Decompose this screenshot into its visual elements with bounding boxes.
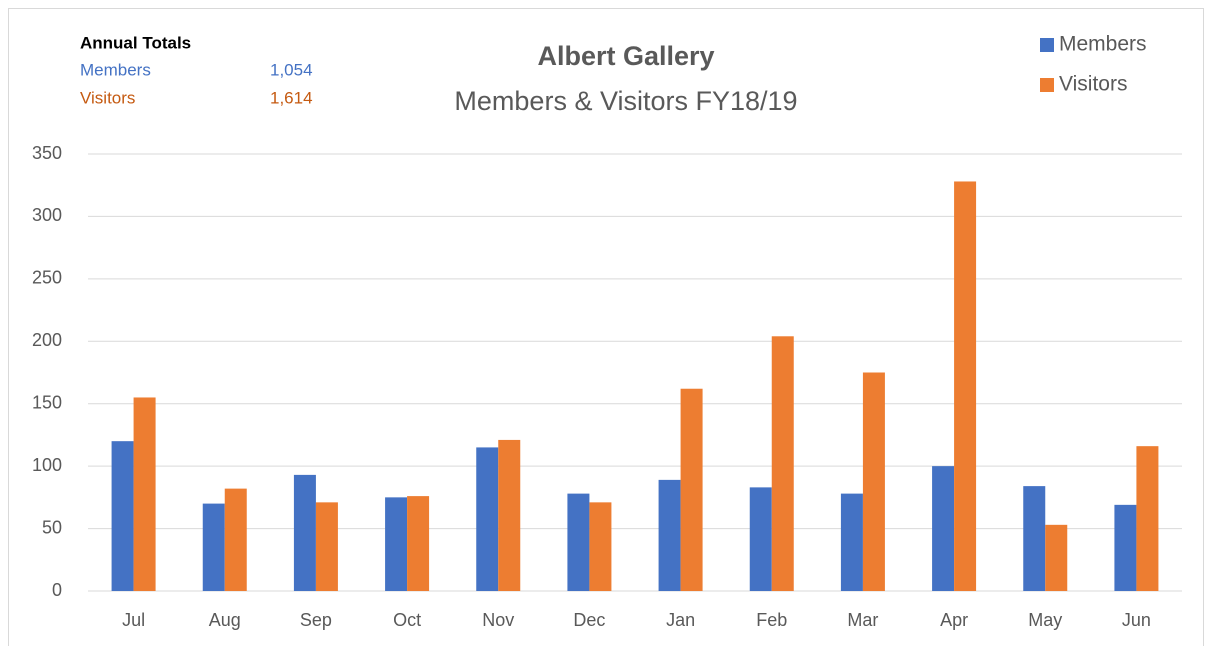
bar [1114, 504, 1137, 591]
x-tick-label: Mar [847, 610, 878, 630]
x-tick-label: Jun [1122, 610, 1151, 630]
bar [385, 497, 408, 591]
x-tick-label: Dec [573, 610, 605, 630]
totals-title: Annual Totals [80, 33, 191, 52]
totals-label: Visitors [80, 88, 135, 107]
bar [476, 447, 499, 591]
bar [293, 474, 316, 591]
x-tick-label: Jul [122, 610, 145, 630]
totals-label: Members [80, 60, 151, 79]
y-tick-label: 100 [32, 455, 62, 475]
y-tick-label: 150 [32, 392, 62, 412]
bar [1136, 446, 1159, 591]
y-tick-label: 50 [42, 517, 62, 537]
bar [133, 397, 156, 591]
bar [1023, 486, 1046, 591]
x-tick-label: Nov [482, 610, 514, 630]
totals-value: 1,614 [270, 88, 313, 107]
bar [1045, 524, 1068, 591]
bar [862, 372, 885, 591]
x-tick-label: Sep [300, 610, 332, 630]
x-tick-label: Apr [940, 610, 968, 630]
bar [840, 493, 863, 591]
x-tick-label: Jan [666, 610, 695, 630]
x-tick-label: May [1028, 610, 1062, 630]
bar [658, 479, 681, 591]
bar [202, 503, 225, 591]
y-tick-label: 300 [32, 205, 62, 225]
x-tick-label: Aug [209, 610, 241, 630]
y-tick-label: 350 [32, 143, 62, 163]
x-tick-label: Oct [393, 610, 421, 630]
y-tick-label: 250 [32, 268, 62, 288]
bar [315, 502, 338, 591]
x-tick-label: Feb [756, 610, 787, 630]
bar [407, 496, 430, 591]
bar [589, 502, 612, 591]
bar [567, 493, 590, 591]
chart-subtitle: Members & Visitors FY18/19 [454, 86, 797, 116]
bar [224, 488, 247, 591]
bar [771, 336, 794, 591]
bar [954, 181, 977, 591]
legend-swatch [1040, 38, 1054, 52]
legend-label: Members [1059, 33, 1147, 56]
bar [932, 466, 955, 591]
legend-label: Visitors [1059, 73, 1127, 96]
legend-swatch [1040, 78, 1054, 92]
bar [680, 388, 703, 591]
bar [749, 487, 772, 591]
y-tick-label: 0 [52, 580, 62, 600]
bar [498, 439, 521, 591]
chart-title: Albert Gallery [537, 41, 714, 71]
bar [111, 441, 134, 591]
y-tick-label: 200 [32, 330, 62, 350]
totals-value: 1,054 [270, 60, 313, 79]
